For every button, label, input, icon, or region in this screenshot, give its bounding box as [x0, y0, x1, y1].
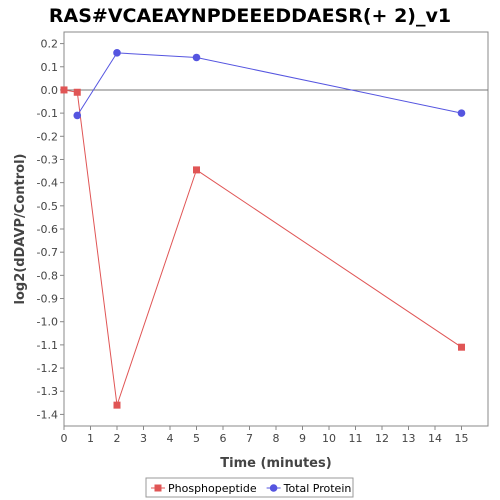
y-tick-label: -0.2	[37, 130, 58, 143]
y-axis: 0.2 0.1 0.0 -0.1 -0.2 -0.3 -0.4 -0.5 -0.6 -0.7 -0.…	[37, 38, 64, 421]
legend-marker-square	[154, 484, 162, 492]
y-tick-label: 0.2	[41, 38, 59, 51]
y-tick-label: -1.0	[37, 316, 58, 329]
legend-item-total-protein: Total Protein	[266, 482, 352, 495]
y-axis-label: log2(dDAVP/Control)	[13, 154, 28, 305]
x-tick-label: 7	[246, 432, 253, 445]
legend-item-phosphopeptide: Phosphopeptide	[151, 482, 257, 495]
legend: Phosphopeptide Total Protein	[145, 477, 354, 498]
y-tick-label: 0.0	[41, 84, 59, 97]
x-tick-label: 4	[167, 432, 174, 445]
data-point-total-protein	[192, 53, 201, 62]
data-point-phosphopeptide	[193, 166, 200, 174]
series-line-total-protein	[76, 52, 462, 116]
legend-box	[145, 477, 354, 498]
chart-title: RAS#VCAEAYNPDEEEDDAESR(+ 2)_v1	[49, 5, 451, 27]
plot-area	[63, 31, 489, 427]
data-point-total-protein	[73, 111, 82, 120]
x-tick-label: 1	[87, 432, 94, 445]
y-tick-label: -0.6	[37, 223, 58, 236]
y-tick-label: -1.1	[37, 339, 58, 352]
y-tick-label: -0.3	[37, 153, 58, 166]
data-point-phosphopeptide	[60, 86, 68, 94]
y-tick-label: -1.3	[37, 385, 58, 398]
y-tick-label: -0.4	[37, 177, 58, 190]
x-tick-label: 3	[140, 432, 147, 445]
series-layer	[60, 49, 466, 409]
legend-marker-circle	[269, 484, 278, 492]
y-tick-label: -1.4	[37, 408, 58, 421]
y-tick-label: -0.7	[37, 246, 58, 259]
x-tick-label: 5	[193, 432, 200, 445]
y-tick-label: 0.1	[41, 61, 59, 74]
data-point-phosphopeptide	[458, 343, 465, 351]
y-tick-label: -0.5	[37, 200, 58, 213]
x-tick-label: 15	[455, 432, 469, 445]
x-tick-label: 2	[114, 432, 121, 445]
data-point-phosphopeptide	[113, 401, 121, 409]
x-axis-label: Time (minutes)	[220, 456, 331, 471]
y-tick-label: -0.8	[37, 269, 58, 282]
x-tick-label: 11	[349, 432, 363, 445]
x-tick-label: 0	[61, 432, 68, 445]
x-tick-label: 10	[322, 432, 336, 445]
legend-label: Phosphopeptide	[168, 482, 257, 495]
data-point-phosphopeptide	[73, 88, 81, 96]
x-tick-label: 8	[273, 432, 280, 445]
data-point-total-protein	[457, 109, 466, 117]
legend-label: Total Protein	[283, 482, 352, 495]
x-axis: 0 1 2 3 4 5 6 7 8 9 10 11 12 13 14 15	[61, 426, 469, 445]
y-tick-label: -1.2	[37, 362, 58, 375]
y-tick-label: -0.9	[37, 293, 58, 306]
x-tick-label: 6	[220, 432, 227, 445]
x-tick-label: 13	[402, 432, 416, 445]
data-point-total-protein	[113, 49, 121, 57]
series-total-protein	[73, 49, 466, 120]
y-tick-label: -0.1	[37, 107, 58, 120]
x-tick-label: 9	[299, 432, 306, 445]
x-tick-label: 12	[375, 432, 389, 445]
x-tick-label: 14	[428, 432, 442, 445]
series-phosphopeptide	[60, 86, 465, 409]
